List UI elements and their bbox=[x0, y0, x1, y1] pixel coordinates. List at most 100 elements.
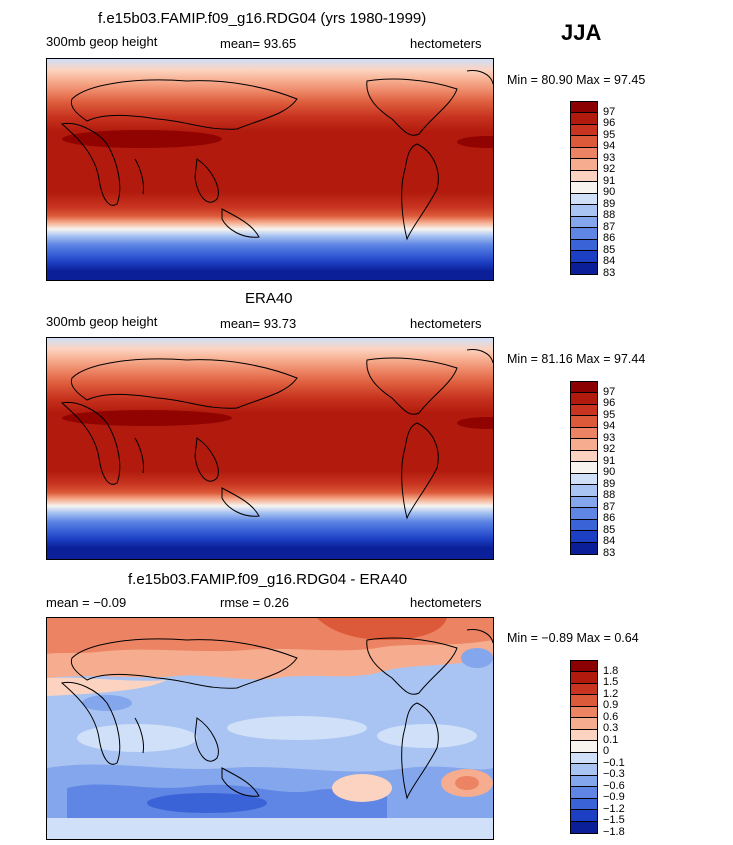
colorbar-swatch bbox=[571, 519, 597, 532]
colorbar-swatch bbox=[571, 462, 597, 474]
colorbar-label: 83 bbox=[603, 547, 616, 559]
colorbar-swatch bbox=[571, 147, 597, 160]
colorbar-label: 85 bbox=[603, 244, 616, 256]
colorbar-label: 0 bbox=[603, 745, 610, 757]
panel3-rmse: rmse = 0.26 bbox=[220, 595, 290, 610]
colorbar-swatch bbox=[571, 752, 597, 765]
colorbar-label: 95 bbox=[603, 129, 616, 141]
colorbar-label: 88 bbox=[603, 209, 616, 221]
colorbar-swatch bbox=[571, 193, 597, 206]
colorbar-swatch bbox=[571, 251, 597, 263]
colorbar-label: −1.2 bbox=[603, 803, 625, 815]
colorbar-swatch bbox=[571, 136, 597, 148]
panel2-title: ERA40 bbox=[245, 290, 293, 307]
colorbar-swatch bbox=[571, 216, 597, 229]
colorbar-label: −1.8 bbox=[603, 826, 625, 838]
colorbar-label: 85 bbox=[603, 524, 616, 536]
colorbar-label: 95 bbox=[603, 409, 616, 421]
panel3-mean: mean = −0.09 bbox=[46, 595, 127, 610]
colorbar-label: 0.1 bbox=[603, 734, 619, 746]
colorbar-swatch bbox=[571, 124, 597, 137]
panel1-units: hectometers bbox=[410, 36, 482, 51]
colorbar-label: 92 bbox=[603, 163, 616, 175]
colorbar-label: 86 bbox=[603, 512, 616, 524]
colorbar-label: 91 bbox=[603, 455, 616, 467]
colorbar-swatch bbox=[571, 798, 597, 811]
panel2-minmax: Min = 81.16 Max = 97.44 bbox=[507, 352, 646, 366]
colorbar-label: −0.1 bbox=[603, 757, 625, 769]
colorbar-label: 0.6 bbox=[603, 711, 619, 723]
colorbar-label: 92 bbox=[603, 443, 616, 455]
colorbar-label: 89 bbox=[603, 478, 616, 490]
colorbar-label: −0.9 bbox=[603, 791, 625, 803]
colorbar-label: 93 bbox=[603, 432, 616, 444]
colorbar-swatch bbox=[571, 170, 597, 183]
colorbar-label: 97 bbox=[603, 386, 616, 398]
panel1-mean: mean= 93.65 bbox=[220, 36, 297, 51]
panel3-minmax: Min = −0.89 Max = 0.64 bbox=[507, 631, 639, 645]
colorbar-swatch bbox=[571, 205, 597, 217]
panel2-mean: mean= 93.73 bbox=[220, 316, 297, 331]
colorbar-label: 90 bbox=[603, 186, 616, 198]
panel2-units: hectometers bbox=[410, 316, 482, 331]
colorbar-swatch bbox=[571, 239, 597, 252]
colorbar-swatch bbox=[571, 102, 597, 114]
colorbar-swatch bbox=[571, 661, 597, 673]
colorbar-label: −0.6 bbox=[603, 780, 625, 792]
colorbar-swatch bbox=[571, 228, 597, 240]
colorbar-swatch bbox=[571, 508, 597, 520]
colorbar-swatch bbox=[571, 718, 597, 730]
colorbar-swatch bbox=[571, 683, 597, 696]
panel3-colorbar bbox=[570, 660, 598, 834]
colorbar-label: 0.9 bbox=[603, 699, 619, 711]
colorbar-label: 84 bbox=[603, 255, 616, 267]
colorbar-swatch bbox=[571, 473, 597, 486]
colorbar-swatch bbox=[571, 450, 597, 463]
panel3-map bbox=[46, 617, 494, 840]
panel2-colorbar bbox=[570, 381, 598, 555]
colorbar-label: 83 bbox=[603, 267, 616, 279]
colorbar-label: 90 bbox=[603, 466, 616, 478]
colorbar-swatch bbox=[571, 182, 597, 194]
colorbar-label: 94 bbox=[603, 140, 616, 152]
colorbar-swatch bbox=[571, 764, 597, 776]
colorbar-swatch bbox=[571, 439, 597, 451]
colorbar-label: 91 bbox=[603, 175, 616, 187]
colorbar-swatch bbox=[571, 496, 597, 509]
colorbar-swatch bbox=[571, 382, 597, 394]
colorbar-label: 1.5 bbox=[603, 676, 619, 688]
colorbar-swatch bbox=[571, 262, 597, 275]
colorbar-swatch bbox=[571, 706, 597, 719]
colorbar-label: 94 bbox=[603, 420, 616, 432]
colorbar-swatch bbox=[571, 775, 597, 788]
colorbar-swatch bbox=[571, 695, 597, 707]
colorbar-swatch bbox=[571, 741, 597, 753]
colorbar-label: 88 bbox=[603, 489, 616, 501]
colorbar-label: 0.3 bbox=[603, 722, 619, 734]
colorbar-swatch bbox=[571, 393, 597, 405]
colorbar-label: 93 bbox=[603, 152, 616, 164]
colorbar-swatch bbox=[571, 485, 597, 497]
colorbar-label: 84 bbox=[603, 535, 616, 547]
panel1-variable: 300mb geop height bbox=[46, 34, 158, 49]
colorbar-swatch bbox=[571, 672, 597, 684]
colorbar-swatch bbox=[571, 787, 597, 799]
colorbar-swatch bbox=[571, 404, 597, 417]
colorbar-label: 87 bbox=[603, 501, 616, 513]
colorbar-label: 96 bbox=[603, 397, 616, 409]
colorbar-label: −1.5 bbox=[603, 814, 625, 826]
colorbar-swatch bbox=[571, 542, 597, 555]
colorbar-label: 1.2 bbox=[603, 688, 619, 700]
colorbar-swatch bbox=[571, 159, 597, 171]
colorbar-swatch bbox=[571, 531, 597, 543]
colorbar-swatch bbox=[571, 729, 597, 742]
colorbar-label: 96 bbox=[603, 117, 616, 129]
panel2-map bbox=[46, 337, 494, 560]
colorbar-label: 97 bbox=[603, 106, 616, 118]
colorbar-swatch bbox=[571, 113, 597, 125]
colorbar-label: 86 bbox=[603, 232, 616, 244]
colorbar-swatch bbox=[571, 427, 597, 440]
colorbar-label: 89 bbox=[603, 198, 616, 210]
panel3-units: hectometers bbox=[410, 595, 482, 610]
panel1-minmax: Min = 80.90 Max = 97.45 bbox=[507, 73, 646, 87]
